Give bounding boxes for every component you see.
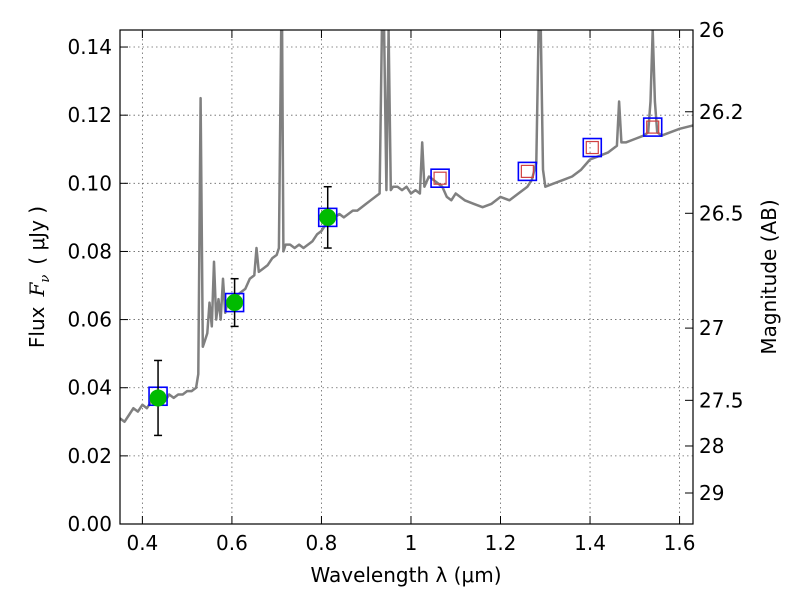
y-axis-label-subscript: ν	[38, 275, 53, 283]
y-tick-label: 0.12	[67, 103, 112, 127]
sed-model-line	[120, 30, 693, 424]
axis-ticks: 0.4 0.6 0.8 1 1.2 1.4 1.6 0.00 0.02 0.04 0.06 0.08 0…	[67, 18, 743, 555]
y-axis-label-flux: Flux	[25, 306, 49, 348]
right-tick-label: 26	[699, 18, 724, 42]
right-tick-label: 26.5	[699, 201, 744, 225]
y-axis-label: Flux Fν ( μJy )	[25, 206, 53, 348]
right-tick-label: 29	[699, 481, 724, 505]
x-tick-label: 1.2	[485, 531, 517, 555]
plot-frame	[119, 29, 694, 525]
y-tick-label: 0.08	[67, 239, 112, 263]
model-photometry-marker	[642, 117, 663, 137]
right-tick-label: 27	[699, 316, 724, 340]
x-tick-label: 1.4	[574, 531, 606, 555]
upper-limit-marker	[433, 171, 447, 185]
right-tick-label: 28	[699, 434, 724, 458]
right-axis-label: Magnitude (AB)	[757, 199, 781, 354]
x-tick-label: 1	[405, 531, 418, 555]
y-tick-label: 0.10	[67, 171, 112, 195]
model-photometry-marker	[430, 168, 450, 188]
observed-detection-point	[319, 208, 337, 226]
y-axis-label-unit: ( μJy )	[25, 206, 49, 265]
grid-lines	[120, 30, 693, 525]
x-tick-label: 1.6	[664, 531, 696, 555]
observed-detection-point	[149, 389, 167, 407]
y-tick-label: 0.02	[67, 444, 112, 468]
model-photometry-marker	[517, 161, 538, 182]
right-tick-label: 27.5	[699, 388, 744, 412]
x-tick-label: 0.8	[306, 531, 338, 555]
x-tick-label: 0.4	[126, 531, 158, 555]
y-tick-label: 0.04	[67, 376, 112, 400]
x-axis-label: Wavelength λ (μm)	[310, 563, 501, 587]
y-axis-label-symbol: F	[25, 282, 49, 298]
y-tick-label: 0.00	[67, 512, 112, 536]
plot-series	[120, 30, 693, 437]
upper-limit-marker	[520, 164, 534, 178]
y-tick-label: 0.14	[67, 35, 112, 59]
observed-detection-point	[226, 294, 244, 312]
y-tick-label: 0.06	[67, 308, 112, 332]
right-tick-label: 26.2	[699, 100, 744, 124]
upper-limit-marker	[646, 120, 660, 134]
x-tick-label: 0.6	[216, 531, 248, 555]
model-photometry-marker	[582, 137, 603, 158]
upper-limit-marker	[585, 140, 599, 155]
